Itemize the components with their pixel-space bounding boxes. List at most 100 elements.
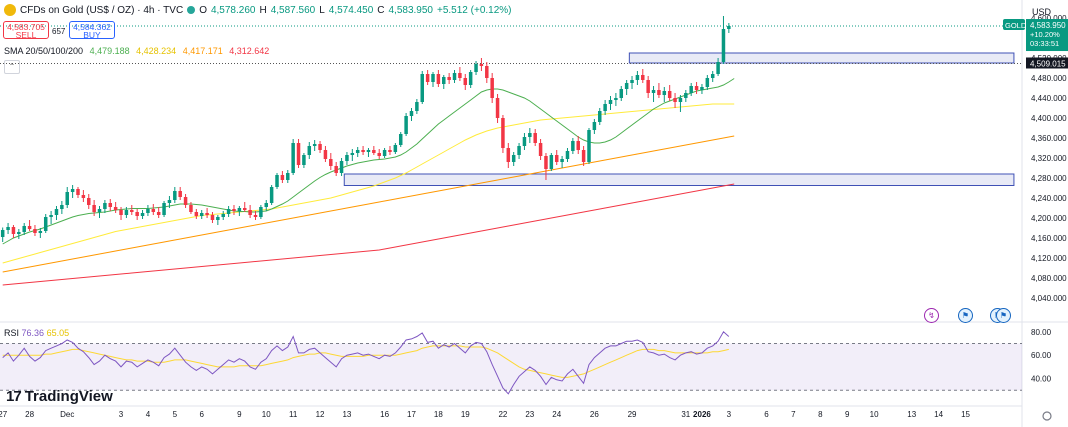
- candle-body: [372, 150, 376, 153]
- gold-coin-icon: [4, 4, 16, 16]
- candle-body: [415, 102, 419, 111]
- price-tick-label: 4,160.000: [1031, 234, 1067, 243]
- event-flash-icon[interactable]: ↯: [924, 308, 939, 323]
- candle-body: [705, 78, 710, 87]
- candle-body: [678, 98, 683, 102]
- time-tick-label: 23: [525, 410, 534, 419]
- candle-body: [291, 143, 295, 173]
- candle-body: [522, 137, 527, 146]
- candle-body: [54, 209, 59, 215]
- market-status-icon: [187, 6, 196, 14]
- time-tick-label: 14: [934, 410, 943, 419]
- price-tick-label: 4,360.000: [1031, 134, 1067, 143]
- candle-body: [361, 150, 365, 152]
- collapse-legend-icon[interactable]: ⌃: [4, 60, 20, 74]
- candle-body: [27, 226, 32, 229]
- candle-body: [560, 159, 564, 162]
- candle-body: [259, 207, 263, 217]
- candle-body: [355, 150, 360, 153]
- candle-body: [598, 111, 602, 122]
- time-tick-label: 13: [907, 410, 916, 419]
- candle-body: [528, 133, 532, 137]
- candle-body: [135, 212, 139, 216]
- candle-body: [92, 205, 96, 212]
- price-tick-label: 4,080.000: [1031, 274, 1067, 283]
- time-tick-label: 6: [199, 410, 204, 419]
- event-us-flag-icon[interactable]: ⚑: [958, 308, 973, 323]
- price-tick-label: 4,120.000: [1031, 254, 1067, 263]
- sma20-value: 4,479.188: [89, 46, 130, 56]
- price-tag-symbol-bg: [1003, 19, 1025, 31]
- candle-body: [382, 150, 387, 156]
- event-us-flag-icon-3[interactable]: ⚑: [996, 308, 1011, 323]
- candle-body: [662, 91, 667, 95]
- candle-body: [156, 212, 161, 215]
- candle-body: [103, 203, 107, 209]
- time-tick-label: 9: [237, 410, 242, 419]
- candle-body: [199, 213, 204, 216]
- candle-body: [404, 116, 408, 134]
- candle-body: [350, 153, 355, 155]
- time-tick-label: 6: [764, 410, 769, 419]
- candle-body: [592, 122, 597, 130]
- candle-body: [119, 210, 123, 215]
- close-label: C: [377, 4, 385, 16]
- candle-body: [280, 175, 285, 180]
- candle-body: [431, 74, 435, 82]
- high-label: H: [259, 4, 267, 16]
- rsi-tick-label: 40.00: [1031, 375, 1052, 384]
- candle-body: [468, 72, 473, 85]
- candle-body: [608, 100, 613, 104]
- rsi-legend[interactable]: RSI 76.36 65.05: [4, 328, 69, 338]
- candle-body: [38, 231, 43, 233]
- candle-body: [684, 93, 688, 98]
- spread-value: 657: [52, 27, 66, 36]
- settings-gear-icon: [1042, 411, 1052, 421]
- candle-body: [700, 87, 704, 90]
- candle-body: [108, 203, 113, 207]
- candle-body: [248, 210, 252, 215]
- candle-body: [495, 98, 500, 118]
- candle-body: [237, 208, 242, 211]
- currency-selector[interactable]: USD: [1032, 7, 1052, 17]
- candle-body: [242, 208, 247, 210]
- candle-body: [479, 64, 484, 66]
- candle-body: [286, 173, 290, 180]
- candle-body: [517, 146, 521, 155]
- price-tick-label: 4,600.000: [1031, 14, 1067, 23]
- time-tick-label: 11: [289, 410, 298, 419]
- candle-body: [673, 98, 677, 102]
- tradingview-logo[interactable]: 17 TradingView: [6, 388, 113, 405]
- candle-body: [689, 86, 693, 93]
- candle-body: [377, 153, 381, 156]
- candle-body: [549, 155, 554, 169]
- candle-body: [544, 156, 548, 169]
- time-tick-label: 16: [380, 410, 389, 419]
- candle-body: [345, 155, 349, 161]
- open-value: 4,578.260: [210, 4, 256, 16]
- symbol-title[interactable]: CFDs on Gold (US$ / OZ) · 4h · TVC: [20, 4, 184, 16]
- sell-button[interactable]: 4,583.705 SELL: [3, 21, 49, 39]
- candle-body: [727, 26, 731, 29]
- sma-legend[interactable]: SMA 20/50/100/200 4,479.188 4,428.234 4,…: [4, 46, 273, 56]
- price-tag-change: +10.20%: [1030, 30, 1060, 39]
- candle-body: [635, 75, 640, 80]
- candle-body: [318, 144, 322, 150]
- buy-button[interactable]: 4,584.362 BUY: [69, 21, 115, 39]
- candle-body: [205, 213, 209, 215]
- sell-price: 4,583.705: [7, 22, 45, 32]
- candle-body: [436, 74, 441, 84]
- candle-body: [65, 192, 69, 205]
- candle-body: [334, 166, 338, 173]
- candle-body: [651, 90, 656, 93]
- rsi-ma-line: [2, 345, 729, 378]
- secondary-tag-bg: [1026, 57, 1068, 69]
- candle-body: [447, 77, 451, 80]
- price-tag-countdown: 03:33:51: [1030, 39, 1059, 48]
- candle-body: [33, 229, 37, 233]
- candle-body: [81, 195, 86, 198]
- price-tick-label: 4,440.000: [1031, 94, 1067, 103]
- candle-body: [232, 209, 236, 211]
- time-tick-label: 3: [727, 410, 732, 419]
